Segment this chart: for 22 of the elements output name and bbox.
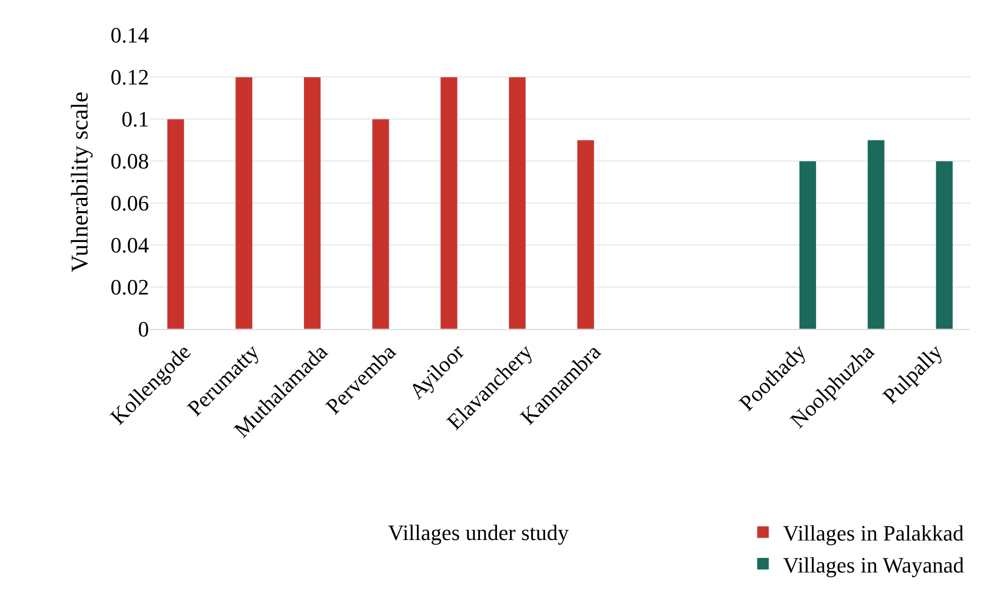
y-tick-label: 0.08 [110, 148, 149, 174]
y-tick-label: 0.1 [122, 106, 149, 132]
y-tick-label: 0.12 [110, 64, 149, 90]
x-axis-title: Villages under study [388, 520, 569, 545]
bar [235, 76, 253, 329]
bar [576, 140, 594, 329]
bar [798, 160, 816, 329]
y-axis-title: Vulnerability scale [68, 92, 94, 272]
bar [867, 140, 885, 329]
bar [304, 76, 322, 329]
y-tick-label: 0.02 [110, 274, 149, 300]
y-tick-label: 0.06 [110, 190, 149, 216]
legend-label: Villages in Palakkad [783, 520, 964, 546]
bar [166, 118, 184, 329]
bar [936, 160, 954, 329]
bar [508, 76, 526, 329]
bar [440, 76, 458, 329]
bar [372, 118, 390, 329]
y-tick-label: 0.14 [110, 22, 149, 48]
y-tick-label: 0.04 [110, 232, 149, 258]
legend-label: Villages in Wayanad [783, 552, 964, 578]
y-tick-label: 0 [138, 316, 149, 342]
